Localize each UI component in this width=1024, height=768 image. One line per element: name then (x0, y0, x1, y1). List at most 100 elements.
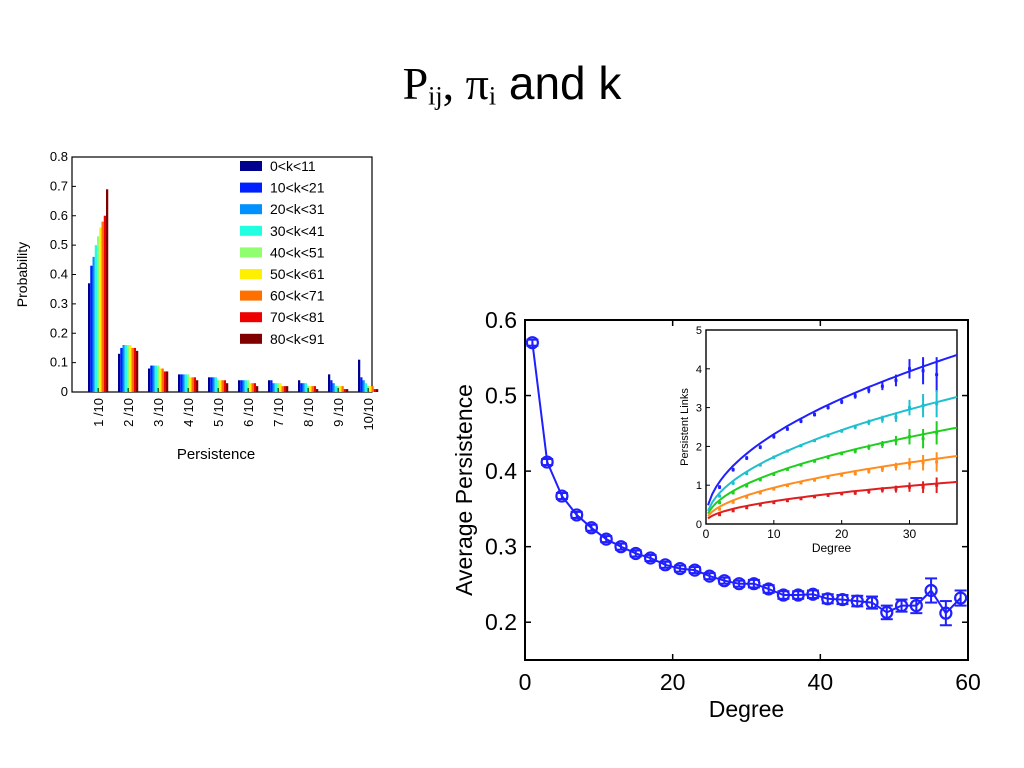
hist-bar (270, 380, 273, 392)
hist-bar (221, 380, 224, 392)
persist-data-point (954, 591, 968, 605)
hist-bar (346, 389, 349, 392)
hist-bar (376, 389, 379, 392)
hist-x-tick-label: 7 /10 (271, 398, 286, 427)
inset-data-point (785, 467, 789, 471)
hist-legend-swatch (240, 182, 262, 193)
inset-data-point (813, 439, 817, 443)
inset-data-point (840, 400, 844, 404)
hist-bar (196, 380, 199, 392)
inset-data-point (813, 478, 817, 482)
inset-data-point (894, 415, 898, 419)
inset-data-point (745, 495, 749, 499)
persist-data-point (673, 561, 687, 576)
hist-bar (238, 380, 241, 392)
hist-bar (154, 365, 157, 392)
inset-data-point (799, 419, 803, 423)
hist-x-tick-label: 5 /10 (211, 398, 226, 427)
inset-data-point (799, 481, 803, 485)
hist-plot-frame (71, 156, 373, 393)
hist-legend-label: 30<k<41 (270, 223, 325, 239)
inset-x-tick-label: 30 (903, 527, 917, 541)
hist-y-axis-label: Probability (14, 242, 30, 307)
hist-bar (92, 256, 95, 392)
hist-legend-swatch (240, 290, 262, 301)
hist-y-tick-label: 0.2 (50, 325, 68, 340)
hist-bar (373, 389, 376, 392)
hist-legend-swatch (240, 333, 262, 344)
hist-y-tick-label: 0.5 (50, 237, 68, 252)
hist-bar (277, 383, 280, 392)
inset-data-point (840, 492, 844, 496)
inset-data-point (894, 378, 898, 382)
hist-bar (150, 365, 153, 392)
hist-bar (223, 380, 226, 392)
persist-data-point (614, 540, 628, 554)
inset-data-point (799, 444, 803, 448)
inset-data-point (908, 367, 912, 371)
hist-bar (369, 386, 372, 392)
inset-data-point (921, 437, 925, 441)
hist-bar (193, 377, 196, 392)
inset-data-point (880, 488, 884, 492)
hist-bar (127, 345, 130, 392)
hist-bar (247, 380, 250, 392)
hist-bar (124, 345, 127, 392)
persist-data-point (555, 489, 569, 503)
inset-x-axis-label: Degree (812, 541, 852, 555)
inset-data-point (908, 462, 912, 466)
hist-bar (283, 386, 286, 392)
inset-data-point (935, 460, 939, 464)
inset-fit-curve (707, 353, 958, 506)
inset-data-point (880, 442, 884, 446)
hist-legend-swatch (240, 269, 262, 279)
inset-fit-curve (707, 480, 958, 520)
persist-y-tick-label: 0.5 (485, 383, 517, 409)
inset-x-tick-label: 10 (767, 527, 781, 541)
hist-bar (364, 383, 367, 392)
inset-data-point (826, 493, 830, 497)
hist-y-tick-label: 0.3 (50, 296, 68, 311)
inset-data-point (718, 513, 722, 517)
persist-x-tick-label: 20 (660, 669, 686, 695)
inset-data-point (718, 485, 722, 489)
inset-data-point (921, 369, 925, 373)
inset-data-point (813, 459, 817, 463)
hist-bar (244, 380, 247, 392)
hist-bar (240, 380, 243, 392)
title-comma: , (442, 58, 466, 109)
persist-y-tick-label: 0.6 (485, 307, 517, 333)
inset-data-point (745, 484, 749, 488)
persist-data-point (747, 577, 761, 591)
persist-data-point (643, 551, 658, 565)
inset-data-point (758, 445, 762, 449)
hist-bar (214, 377, 217, 392)
hist-bar (182, 374, 185, 392)
hist-bar (217, 380, 220, 392)
inset-y-tick-label: 4 (696, 364, 702, 376)
inset-data-point (894, 487, 898, 491)
inset-data-point (853, 449, 857, 453)
hist-legend-label: 40<k<51 (270, 244, 325, 260)
persist-data-point (732, 577, 746, 591)
hist-bar (88, 283, 91, 392)
persist-x-tick-label: 40 (808, 669, 834, 695)
inset-data-point (731, 468, 735, 472)
hist-legend-swatch (240, 247, 262, 258)
inset-data-point (921, 404, 925, 408)
hist-bar (178, 374, 181, 392)
persist-data-point (525, 336, 539, 350)
inset-data-point (921, 461, 925, 465)
inset-data-point (758, 463, 762, 467)
hist-bar (309, 386, 312, 392)
inset-data-point (785, 499, 789, 503)
hist-bar (302, 383, 305, 392)
inset-y-tick-label: 0 (696, 519, 702, 531)
title-pi: π (465, 58, 489, 109)
hist-bar (90, 265, 93, 392)
hist-bar (94, 245, 97, 392)
inset-data-point (853, 472, 857, 476)
hist-bar (136, 350, 139, 392)
inset-data-point (785, 427, 789, 431)
